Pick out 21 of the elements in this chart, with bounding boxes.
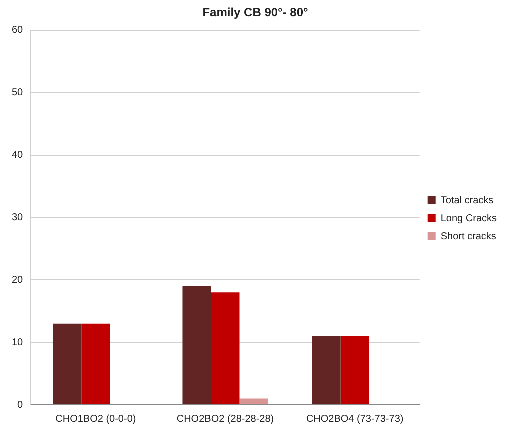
y-tick-label: 40 (12, 150, 24, 162)
y-tick-label: 0 (18, 400, 24, 411)
bar (182, 286, 212, 404)
bar (82, 324, 110, 404)
y-tick-label: 30 (12, 212, 24, 224)
bar (211, 292, 240, 404)
bar (240, 398, 268, 404)
legend-label: Total cracks (440, 195, 494, 206)
bar (312, 336, 341, 404)
y-tick-label: 60 (12, 25, 24, 36)
x-tick-label: CHO2BO4 (73-73-73) (306, 414, 404, 425)
bar (53, 324, 82, 404)
y-tick-label: 20 (12, 274, 24, 286)
bar (340, 336, 370, 404)
y-tick-label: 50 (12, 88, 24, 99)
x-tick-label: CHO1BO2 (0-0-0) (56, 414, 136, 425)
legend-label: Long Cracks (440, 213, 498, 224)
chart-title: Family CB 90°- 80° (202, 6, 309, 20)
y-tick-label: 10 (12, 337, 24, 348)
legend-label: Short cracks (440, 231, 496, 242)
x-tick-label: CHO2BO2 (28-28-28) (176, 414, 274, 425)
